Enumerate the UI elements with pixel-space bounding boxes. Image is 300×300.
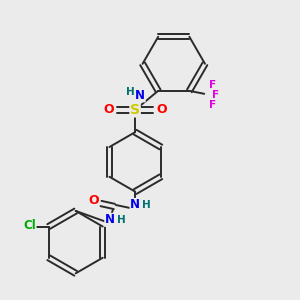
Text: N: N [105,213,115,226]
Text: Cl: Cl [23,218,36,232]
Text: O: O [104,103,114,116]
Text: F: F [212,90,219,100]
Text: F: F [209,80,216,91]
Text: O: O [88,194,99,207]
Text: H: H [117,215,125,225]
Text: H: H [126,87,135,97]
Text: N: N [135,89,145,102]
Text: O: O [156,103,166,116]
Text: S: S [130,103,140,117]
Text: N: N [130,199,140,212]
Text: F: F [209,100,216,110]
Text: H: H [142,200,151,210]
